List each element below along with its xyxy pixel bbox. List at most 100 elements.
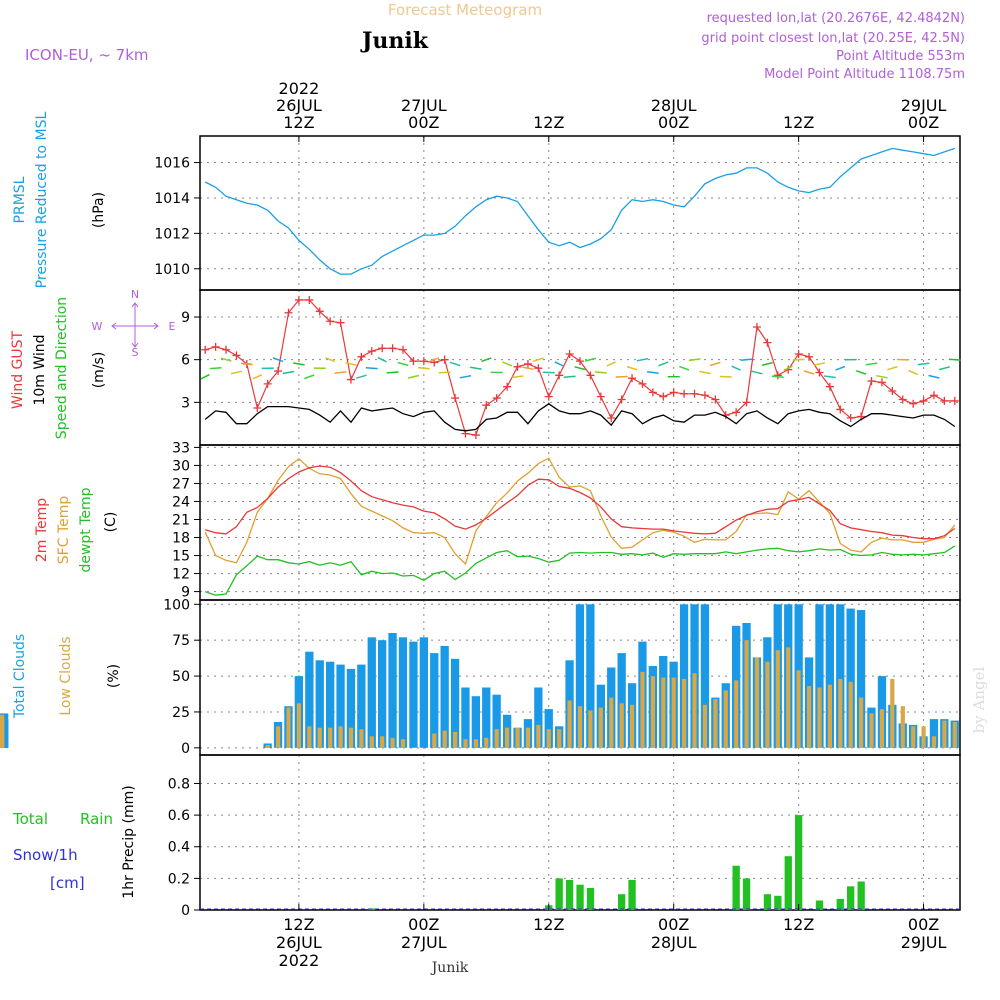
- wind-gust-label: Wind GUST: [10, 330, 26, 409]
- gust-point: [898, 395, 907, 404]
- wind-direction-arrow: [345, 362, 357, 366]
- low-cloud-bar: [682, 678, 687, 748]
- gust-point: [867, 377, 876, 386]
- x-top-label: 26JUL: [276, 96, 322, 115]
- y-tick-label: 9: [181, 310, 190, 326]
- y-tick-label: 0.6: [168, 808, 190, 824]
- gust-point: [253, 404, 262, 413]
- x-top-label: 27JUL: [401, 96, 447, 115]
- low-cloud-bar: [359, 729, 364, 748]
- gust-point: [669, 388, 678, 397]
- low-cloud-bar: [473, 739, 478, 748]
- y-tick-label: 27: [172, 476, 190, 492]
- wind-direction-arrow: [282, 370, 295, 375]
- low-cloud-bar: [577, 706, 583, 748]
- x-top-label: 00Z: [658, 113, 689, 132]
- rain-bar: [628, 879, 636, 910]
- total-cloud-bar: [700, 604, 710, 748]
- low-cloud-bar: [557, 729, 562, 748]
- gust-point: [523, 359, 532, 368]
- gust-point: [388, 344, 397, 353]
- low-cloud-bar: [494, 729, 499, 748]
- x-bottom-label: 28JUL: [651, 933, 697, 952]
- low-cloud-bar: [400, 739, 406, 748]
- wind-direction-arrow: [481, 357, 492, 363]
- watermark: by Angel: [970, 666, 988, 733]
- low-cloud-bar: [588, 710, 593, 748]
- total-cloud-bar: [836, 604, 845, 748]
- wind-direction-arrow: [710, 361, 721, 367]
- low-cloud-bar: [536, 724, 541, 748]
- low-cloud-bar: [609, 697, 614, 748]
- gust-point: [680, 389, 689, 398]
- wind-speed-line: [204, 403, 956, 432]
- pressure-frame: [199, 135, 961, 291]
- gust-point: [700, 391, 709, 400]
- temp-unit: (C): [103, 512, 119, 533]
- gust-point: [399, 345, 408, 354]
- compass-rose-icon: [111, 302, 159, 348]
- low-cloud-bar: [432, 733, 437, 748]
- wind-direction-arrow: [948, 358, 961, 361]
- low-cloud-bar: [630, 704, 635, 748]
- wind-direction-arrow: [511, 375, 524, 379]
- total-cloud-bar: [846, 608, 855, 748]
- gust-point: [690, 389, 699, 398]
- total-cloud-bar: [815, 604, 824, 748]
- gust-point: [315, 307, 324, 316]
- rain-bar: [847, 886, 855, 910]
- gust-point: [284, 308, 293, 317]
- wind-10m-label: 10m Wind: [32, 334, 48, 405]
- temp-panel: 9 12 15 18 21 24 27 30 33: [172, 440, 961, 601]
- rain-bar: [784, 856, 792, 910]
- gust-point: [888, 386, 897, 395]
- low-cloud-bar: [338, 726, 343, 748]
- wind-direction-arrow: [532, 357, 544, 362]
- gust-point: [305, 295, 314, 304]
- y-tick-label: 50: [172, 669, 190, 685]
- wind-direction-arrow: [865, 362, 878, 366]
- low-cloud-bar: [328, 727, 333, 748]
- low-cloud-bar: [567, 700, 572, 748]
- low-cloud-bar: [484, 737, 489, 748]
- wind-direction-arrow: [740, 358, 753, 362]
- temp-2m-line: [205, 465, 956, 540]
- x-top-label: 2022: [279, 79, 320, 98]
- x-bottom-label: 12Z: [533, 915, 564, 934]
- gust-point: [419, 357, 428, 366]
- pressure-unit: (hPa): [91, 192, 107, 228]
- rain-bar: [586, 887, 595, 910]
- wind-direction-arrow: [751, 370, 763, 375]
- low-cloud-bar: [765, 661, 770, 748]
- total-cloud-bar: [388, 633, 397, 748]
- low-cloud-bar: [723, 690, 728, 748]
- gust-point: [586, 371, 595, 380]
- gust-point: [482, 401, 491, 410]
- wind-direction-arrow: [386, 371, 399, 374]
- gust-point: [451, 394, 460, 403]
- gust-point: [815, 368, 824, 377]
- wind-direction-arrow: [688, 358, 701, 362]
- x-bottom-label: 00Z: [908, 915, 939, 934]
- total-cloud-bar: [461, 687, 470, 748]
- gust-point: [544, 392, 553, 401]
- wind-direction-arrow: [449, 361, 461, 367]
- gust-point: [711, 395, 720, 404]
- rain-bar: [795, 815, 803, 910]
- total-cloud-bar: [357, 664, 366, 748]
- y-tick-label: 30: [172, 458, 190, 474]
- wind-labels: Wind GUST 10m Wind Speed and Direction (…: [10, 288, 176, 439]
- total-cloud-bar: [378, 640, 387, 748]
- low-cloud-bar: [827, 684, 832, 748]
- compass-w: W: [92, 320, 103, 333]
- total-cloud-bar: [315, 660, 324, 748]
- low-cloud-bar: [692, 673, 697, 748]
- low-cloud-bar: [286, 707, 291, 748]
- low-cloud-bar: [879, 709, 884, 748]
- total-cloud-bar: [586, 604, 595, 748]
- gust-point: [294, 295, 303, 304]
- x-top-label: 12Z: [783, 113, 814, 132]
- rain-bar: [815, 900, 824, 910]
- wind-direction-arrow: [334, 371, 347, 374]
- low-cloud-bar: [619, 703, 624, 748]
